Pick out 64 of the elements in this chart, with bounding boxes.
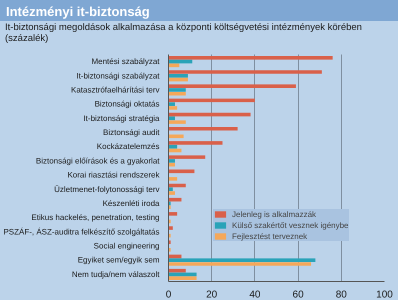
y-tick-label: Üzletmenet-folytonossági terv xyxy=(54,184,160,194)
bar xyxy=(168,84,296,88)
y-tick-label: Nem tudja/nem válaszolt xyxy=(72,270,160,279)
bar xyxy=(168,78,188,82)
x-tick-label: 20 xyxy=(206,290,218,300)
y-tick-label: Katasztrófaelhárítási terv xyxy=(71,85,160,94)
bar xyxy=(168,56,333,60)
bar xyxy=(168,126,238,131)
bar xyxy=(168,74,188,78)
bar xyxy=(168,226,173,230)
bar xyxy=(168,88,186,92)
bar xyxy=(168,141,222,145)
bar xyxy=(168,272,197,276)
y-tick-label: Készenléti iroda xyxy=(102,198,160,208)
x-tick-label: 60 xyxy=(292,290,304,300)
y-tick-label: Social engineering xyxy=(94,242,160,251)
legend-label: Külső szakértőt vesznek igénybe xyxy=(232,220,349,230)
bar xyxy=(168,60,192,64)
bar xyxy=(168,170,194,174)
y-tick-label: It-biztonsági stratégia xyxy=(83,114,160,123)
y-tick-label: Biztonsági audit xyxy=(103,128,160,138)
y-tick-label: Korai riasztási rendszerek xyxy=(67,170,160,180)
x-tick-label: 100 xyxy=(376,290,394,300)
chart-title: Intézményi it-biztonság xyxy=(6,3,150,21)
bar xyxy=(168,116,175,120)
x-tick-label: 40 xyxy=(249,290,261,300)
bar xyxy=(168,258,316,262)
bar xyxy=(168,102,175,106)
bar xyxy=(168,268,186,272)
x-tick-label: 80 xyxy=(336,290,348,300)
y-tick-label: It-biztonsági szabályzat xyxy=(76,71,160,80)
bar xyxy=(168,112,251,116)
legend-label: Fejlesztést terveznek xyxy=(232,231,308,241)
y-tick-label: Etikus hackelés, penetration, testing xyxy=(31,213,160,222)
bar xyxy=(168,162,175,166)
y-tick-label: Kockázatelemzés xyxy=(96,142,160,152)
bar xyxy=(168,106,178,110)
x-tick-label: 0 xyxy=(166,290,172,300)
bar xyxy=(168,187,173,192)
bar xyxy=(168,254,182,258)
bar xyxy=(168,92,186,96)
bar xyxy=(168,155,206,159)
bar xyxy=(168,148,182,152)
bar xyxy=(168,276,197,280)
bar xyxy=(168,184,186,188)
bar xyxy=(168,144,178,149)
legend-label: Jelenleg is alkalmazzák xyxy=(232,209,316,219)
bar xyxy=(168,134,184,138)
bar xyxy=(168,159,175,163)
bar xyxy=(168,98,255,102)
y-tick-label: Egyiket sem/egyik sem xyxy=(78,256,160,265)
bar xyxy=(168,191,175,195)
bar xyxy=(168,198,182,202)
y-tick-label: Biztonsági oktatás xyxy=(94,100,160,109)
bar xyxy=(168,64,180,68)
bar xyxy=(168,177,178,181)
y-tick-label: Biztonsági előírások és a gyakorlat xyxy=(36,156,160,166)
bar xyxy=(168,212,178,216)
bar xyxy=(168,70,322,74)
bar xyxy=(168,262,312,266)
y-tick-label: PSZÁF-, ÁSZ-auditra felkészítő szolgáltatás xyxy=(3,227,160,236)
chart-subtitle: It-biztonsági megoldások alkalmazása a központi költségvetési intézmények körében (százalék) xyxy=(5,22,362,45)
bar xyxy=(168,120,186,124)
y-tick-label: Mentési szabályzat xyxy=(91,57,160,66)
